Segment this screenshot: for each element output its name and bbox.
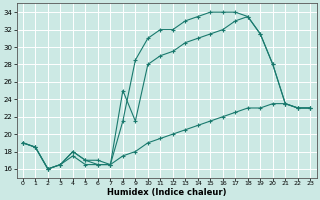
X-axis label: Humidex (Indice chaleur): Humidex (Indice chaleur) <box>107 188 226 197</box>
